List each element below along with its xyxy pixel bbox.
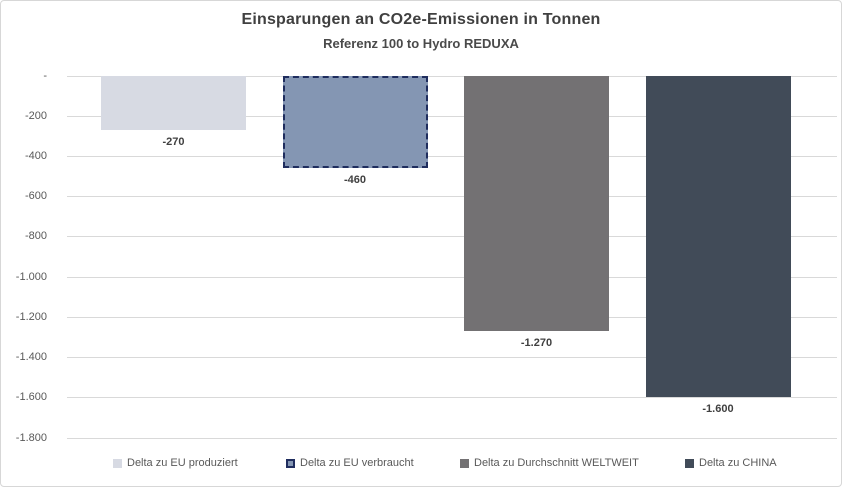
chart-subtitle: Referenz 100 to Hydro REDUXA	[323, 36, 519, 51]
gridline--400	[67, 155, 837, 157]
gridline-0	[67, 75, 837, 77]
gridline--1400	[67, 357, 837, 359]
legend-label: Delta zu EU produziert	[127, 457, 238, 469]
y-tick-label--200: -200	[24, 109, 47, 122]
legend-swatch-icon	[286, 458, 295, 468]
y-tick-label--400: -400	[24, 149, 47, 162]
y-tick-label--1600: -1.600	[15, 391, 47, 404]
data-label-delta-zu-eu-verbraucht: -460	[343, 174, 367, 186]
gridline--1000	[67, 276, 837, 278]
y-tick-label--600: -600	[24, 190, 47, 203]
y-tick-label--1000: -1.000	[15, 270, 47, 283]
gridline--200	[67, 115, 837, 117]
legend-label: Delta zu EU verbraucht	[300, 457, 414, 469]
legend-swatch-icon	[113, 458, 122, 468]
gridline--1800	[67, 437, 837, 439]
legend-label: Delta zu CHINA	[699, 457, 777, 469]
data-label-delta-zu-durchschnitt-weltweit: -1.270	[520, 336, 553, 349]
legend-item-delta-zu-durchschnitt-weltweit: Delta zu Durchschnitt WELTWEIT	[460, 456, 639, 470]
chart-title: Einsparungen an CO2e-Emissionen in Tonne…	[241, 11, 601, 28]
data-label-delta-zu-china: -1.600	[702, 403, 734, 416]
legend-label: Delta zu Durchschnitt WELTWEIT	[474, 457, 639, 469]
gridline--800	[67, 236, 837, 238]
legend-swatch-icon	[460, 458, 469, 468]
y-tick-label--1400: -1.400	[15, 351, 47, 364]
y-tick-label--1200: -1.200	[15, 310, 47, 323]
bar-delta-zu-china	[645, 75, 791, 398]
y-tick-label-0: -	[43, 69, 47, 82]
gridline--1600	[67, 397, 837, 399]
legend-item-delta-zu-eu-verbraucht: Delta zu EU verbraucht	[286, 456, 414, 470]
legend-item-delta-zu-eu-produziert: Delta zu EU produziert	[113, 456, 238, 470]
legend-swatch-icon	[685, 458, 694, 468]
gridline--600	[67, 196, 837, 198]
bar-delta-zu-durchschnitt-weltweit	[464, 75, 609, 331]
legend-item-delta-zu-china: Delta zu CHINA	[685, 456, 777, 470]
data-label-delta-zu-eu-produziert: -270	[162, 135, 185, 148]
bar-delta-zu-eu-verbraucht	[282, 75, 428, 168]
gridline--1200	[67, 316, 837, 318]
bar-delta-zu-eu-produziert	[101, 75, 246, 130]
y-tick-label--1800: -1.800	[15, 431, 47, 444]
y-tick-label--800: -800	[24, 230, 47, 243]
